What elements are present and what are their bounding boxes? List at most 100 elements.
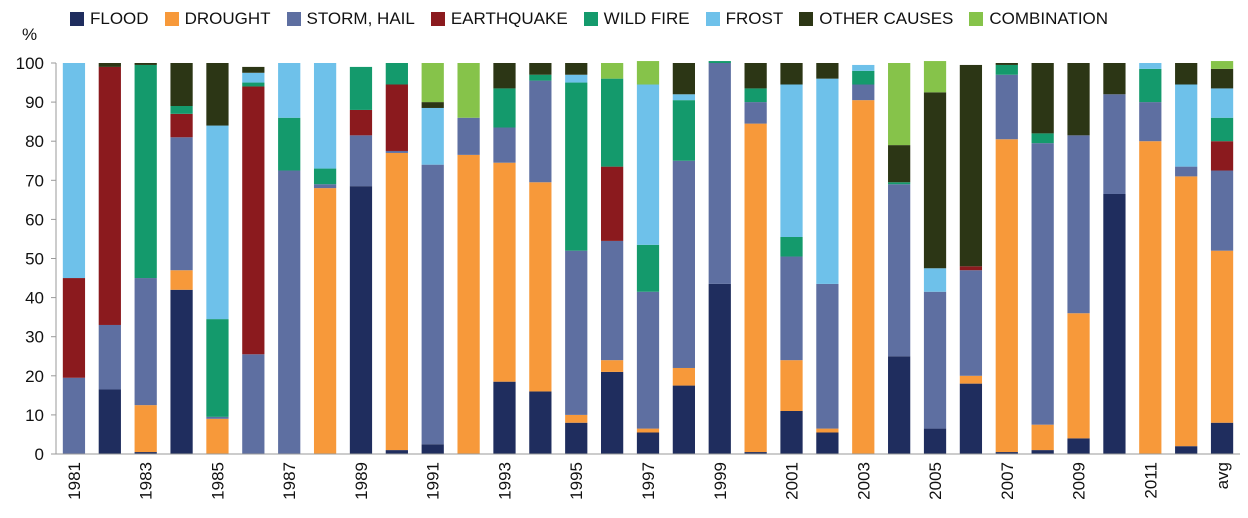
bar-segment	[744, 102, 767, 124]
bar-group-1992	[457, 63, 480, 454]
bar-segment	[780, 256, 803, 361]
bar-segment	[636, 84, 660, 245]
x-tick-label: 1989	[352, 462, 371, 500]
bar-segment	[529, 63, 552, 75]
x-tick-label: 1985	[208, 462, 227, 500]
bar-segment	[170, 63, 193, 107]
bar-segment	[278, 170, 301, 454]
bar-segment	[313, 168, 337, 185]
legend-swatch	[70, 12, 84, 26]
bar-segment	[888, 356, 911, 454]
bar-segment	[1031, 133, 1054, 144]
bar-segment	[313, 184, 337, 189]
legend-label: DROUGHT	[184, 9, 271, 28]
bar-segment	[134, 452, 157, 454]
bar-segment	[206, 125, 229, 320]
bar-segment	[421, 107, 444, 165]
bar-segment	[1210, 68, 1234, 89]
bar-segment	[1210, 141, 1234, 171]
bar-group-1991	[421, 63, 444, 454]
bar-segment	[421, 164, 444, 445]
legend-swatch	[969, 12, 984, 26]
bar-segment	[923, 291, 947, 429]
bar-segment	[170, 137, 193, 271]
bar-segment	[62, 278, 86, 378]
bar-segment	[816, 428, 839, 433]
bar-segment	[493, 127, 516, 163]
bar-segment	[349, 66, 373, 110]
x-tick-label: 1993	[495, 462, 514, 500]
bar-group-1997	[636, 61, 660, 454]
bar-segment	[923, 268, 947, 292]
bar-segment	[959, 375, 983, 384]
bar-segment	[1031, 424, 1054, 451]
legend-item: WILD FIRE	[583, 9, 690, 29]
bar-segment	[959, 64, 983, 267]
bar-segment	[206, 418, 229, 454]
bar-segment	[780, 360, 803, 411]
bar-segment	[170, 106, 193, 114]
bar-group-1986	[242, 66, 265, 454]
bar-segment	[852, 70, 875, 85]
bar-segment	[636, 291, 660, 429]
x-tick-label: 1981	[65, 462, 84, 500]
bar-segment	[1175, 446, 1198, 454]
bar-segment	[1175, 63, 1198, 85]
bar-segment	[780, 84, 803, 237]
bar-segment	[1067, 313, 1090, 439]
bar-segment	[1175, 166, 1198, 177]
bars	[62, 61, 1234, 455]
y-axis: % 0 10 20 30 40 50 60 70 80 90 100	[16, 25, 57, 464]
bar-segment	[959, 270, 983, 376]
bar-segment	[385, 63, 408, 85]
bar-segment	[421, 444, 444, 454]
x-tick-label: 2003	[854, 462, 873, 500]
bar-segment	[170, 113, 193, 138]
bar-segment	[1139, 68, 1162, 103]
bar-segment	[601, 240, 624, 361]
bar-segment	[744, 452, 767, 454]
bar-group-1990	[385, 63, 408, 454]
bar-segment	[923, 428, 947, 454]
bar-segment	[98, 63, 121, 67]
legend-swatch	[705, 12, 720, 26]
legend-label: STORM, HAIL	[306, 9, 415, 28]
bar-segment	[1031, 143, 1054, 425]
bar-segment	[672, 100, 695, 161]
y-tick-label: 80	[25, 132, 44, 151]
bar-segment	[1067, 135, 1090, 314]
bar-segment	[98, 324, 121, 390]
bar-segment	[385, 84, 408, 151]
bar-segment	[1103, 63, 1126, 95]
bar-segment	[708, 63, 731, 284]
bar-segment	[529, 391, 552, 454]
bar-segment	[1210, 117, 1234, 142]
bar-segment	[278, 63, 301, 118]
bar-segment	[672, 94, 695, 101]
bar-group-avg	[1210, 61, 1234, 454]
bar-segment	[385, 150, 408, 153]
y-tick-label: 20	[25, 367, 44, 386]
bar-segment	[98, 66, 121, 325]
bar-segment	[1031, 63, 1054, 134]
x-tick-label: 1987	[280, 462, 299, 500]
x-tick-label: 2011	[1141, 462, 1160, 499]
bar-segment	[421, 102, 444, 108]
bar-segment	[744, 123, 767, 453]
bar-segment	[529, 74, 552, 81]
x-tick-label: 1983	[137, 462, 156, 500]
bar-segment	[242, 66, 265, 73]
legend-swatch	[286, 12, 301, 26]
bar-segment	[457, 63, 480, 118]
y-tick-label: 90	[25, 93, 44, 112]
bar-segment	[565, 63, 588, 75]
bar-group-2007	[995, 63, 1018, 454]
bar-group-1989	[349, 66, 373, 454]
x-tick-label: 1991	[424, 462, 443, 500]
bar-group-2000	[744, 63, 767, 454]
bar-segment	[529, 182, 552, 392]
bar-segment	[888, 63, 911, 146]
x-tick-label: 1997	[639, 462, 658, 500]
legend-item: EARTHQUAKE	[430, 9, 568, 29]
bar-segment	[708, 61, 731, 63]
